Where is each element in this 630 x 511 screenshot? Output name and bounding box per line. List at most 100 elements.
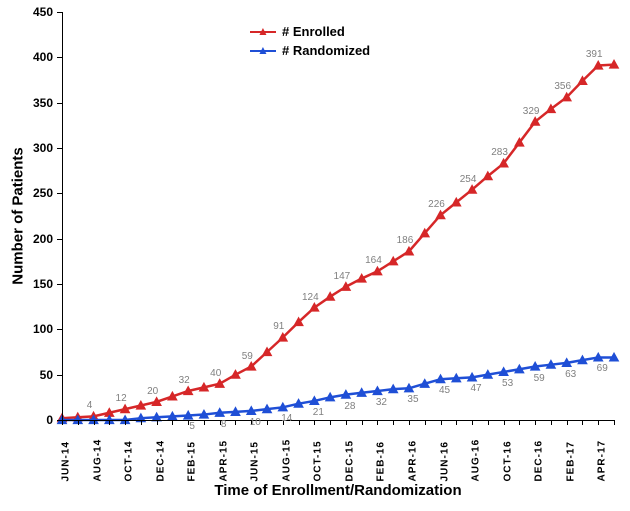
legend-item-randomized: ▲ # Randomized xyxy=(250,43,370,58)
triangle-icon: ▲ xyxy=(257,43,269,55)
x-tick xyxy=(314,420,315,425)
x-axis-label: Time of Enrollment/Randomization xyxy=(214,482,461,499)
y-tick-label: 300 xyxy=(0,141,53,155)
y-tick xyxy=(57,103,62,104)
y-tick-label: 50 xyxy=(0,368,53,382)
x-tick xyxy=(488,420,489,425)
y-tick-label: 450 xyxy=(0,5,53,19)
x-tick xyxy=(157,420,158,425)
y-tick xyxy=(57,329,62,330)
data-label-randomized: 45 xyxy=(439,385,450,396)
x-tick-label: FEB-16 xyxy=(376,438,387,482)
y-axis xyxy=(62,12,63,420)
legend: ▲ # Enrolled ▲ # Randomized xyxy=(250,24,370,58)
data-label-randomized: 35 xyxy=(407,394,418,405)
y-tick-label: 100 xyxy=(0,322,53,336)
legend-item-enrolled: ▲ # Enrolled xyxy=(250,24,370,39)
y-tick-label: 400 xyxy=(0,50,53,64)
y-tick-label: 0 xyxy=(0,413,53,427)
plot-svg xyxy=(0,0,630,511)
x-tick-label: OCT-16 xyxy=(502,438,513,482)
data-label-enrolled: 40 xyxy=(210,368,221,379)
x-tick xyxy=(441,420,442,425)
data-label-enrolled: 147 xyxy=(334,271,351,282)
x-tick xyxy=(109,420,110,425)
x-tick-label: OCT-15 xyxy=(313,438,324,482)
x-tick xyxy=(267,420,268,425)
x-tick-label: AUG-16 xyxy=(471,438,482,482)
data-label-randomized: 14 xyxy=(281,413,292,424)
data-label-enrolled: 283 xyxy=(491,147,508,158)
enrollment-chart: ▲ # Enrolled ▲ # Randomized 0 50 100 150 200… xyxy=(0,0,630,511)
data-label-enrolled: 124 xyxy=(302,292,319,303)
data-label-enrolled: 186 xyxy=(397,235,414,246)
data-label-randomized: 63 xyxy=(565,369,576,380)
data-label-randomized: 28 xyxy=(344,401,355,412)
y-tick xyxy=(57,193,62,194)
y-tick-label: 350 xyxy=(0,96,53,110)
x-tick xyxy=(204,420,205,425)
y-tick xyxy=(57,12,62,13)
data-label-enrolled: 356 xyxy=(554,81,571,92)
x-tick xyxy=(377,420,378,425)
x-tick xyxy=(551,420,552,425)
data-label-enrolled: 12 xyxy=(116,393,127,404)
data-label-randomized: 10 xyxy=(250,417,261,428)
x-tick xyxy=(62,420,63,425)
y-tick xyxy=(57,375,62,376)
x-tick xyxy=(582,420,583,425)
data-label-enrolled: 20 xyxy=(147,386,158,397)
data-label-randomized: 21 xyxy=(313,407,324,418)
y-tick xyxy=(57,57,62,58)
x-tick-label: FEB-15 xyxy=(187,438,198,482)
data-label-randomized: 32 xyxy=(376,397,387,408)
x-tick-label: AUG-15 xyxy=(281,438,292,482)
x-tick xyxy=(472,420,473,425)
x-tick-label: DEC-14 xyxy=(155,438,166,482)
x-tick-label: AUG-14 xyxy=(92,438,103,482)
y-tick xyxy=(57,239,62,240)
data-label-randomized: 5 xyxy=(189,421,195,432)
data-label-randomized: 59 xyxy=(534,373,545,384)
x-tick-label: APR-17 xyxy=(597,438,608,482)
y-tick-label: 150 xyxy=(0,277,53,291)
legend-swatch-randomized: ▲ xyxy=(250,50,276,52)
x-tick-label: JUN-15 xyxy=(250,438,261,482)
legend-label-randomized: # Randomized xyxy=(282,43,370,58)
data-label-enrolled: 59 xyxy=(242,351,253,362)
x-tick xyxy=(614,420,615,425)
y-tick xyxy=(57,148,62,149)
x-tick xyxy=(330,420,331,425)
x-tick xyxy=(519,420,520,425)
data-label-enrolled: 329 xyxy=(523,106,540,117)
data-label-enrolled: 164 xyxy=(365,255,382,266)
x-tick xyxy=(535,420,536,425)
data-label-randomized: 69 xyxy=(597,363,608,374)
data-label-randomized: 47 xyxy=(470,383,481,394)
x-tick xyxy=(393,420,394,425)
triangle-icon: ▲ xyxy=(257,24,269,36)
data-label-enrolled: 32 xyxy=(179,375,190,386)
x-axis xyxy=(62,420,614,421)
x-tick-label: APR-15 xyxy=(218,438,229,482)
data-label-enrolled: 91 xyxy=(273,321,284,332)
x-tick-label: APR-16 xyxy=(407,438,418,482)
data-label-enrolled: 391 xyxy=(586,49,603,60)
data-label-randomized: 8 xyxy=(221,419,227,430)
y-axis-label: Number of Patients xyxy=(10,147,27,285)
y-tick xyxy=(57,284,62,285)
x-tick xyxy=(299,420,300,425)
line-enrolled xyxy=(62,65,614,419)
x-tick xyxy=(362,420,363,425)
legend-swatch-enrolled: ▲ xyxy=(250,31,276,33)
data-label-enrolled: 4 xyxy=(87,400,93,411)
legend-label-enrolled: # Enrolled xyxy=(282,24,345,39)
x-tick-label: DEC-16 xyxy=(534,438,545,482)
x-tick-label: FEB-17 xyxy=(565,438,576,482)
y-tick-label: 200 xyxy=(0,232,53,246)
x-tick xyxy=(78,420,79,425)
x-tick xyxy=(94,420,95,425)
x-tick-label: JUN-16 xyxy=(439,438,450,482)
x-tick xyxy=(346,420,347,425)
line-randomized xyxy=(62,357,614,420)
